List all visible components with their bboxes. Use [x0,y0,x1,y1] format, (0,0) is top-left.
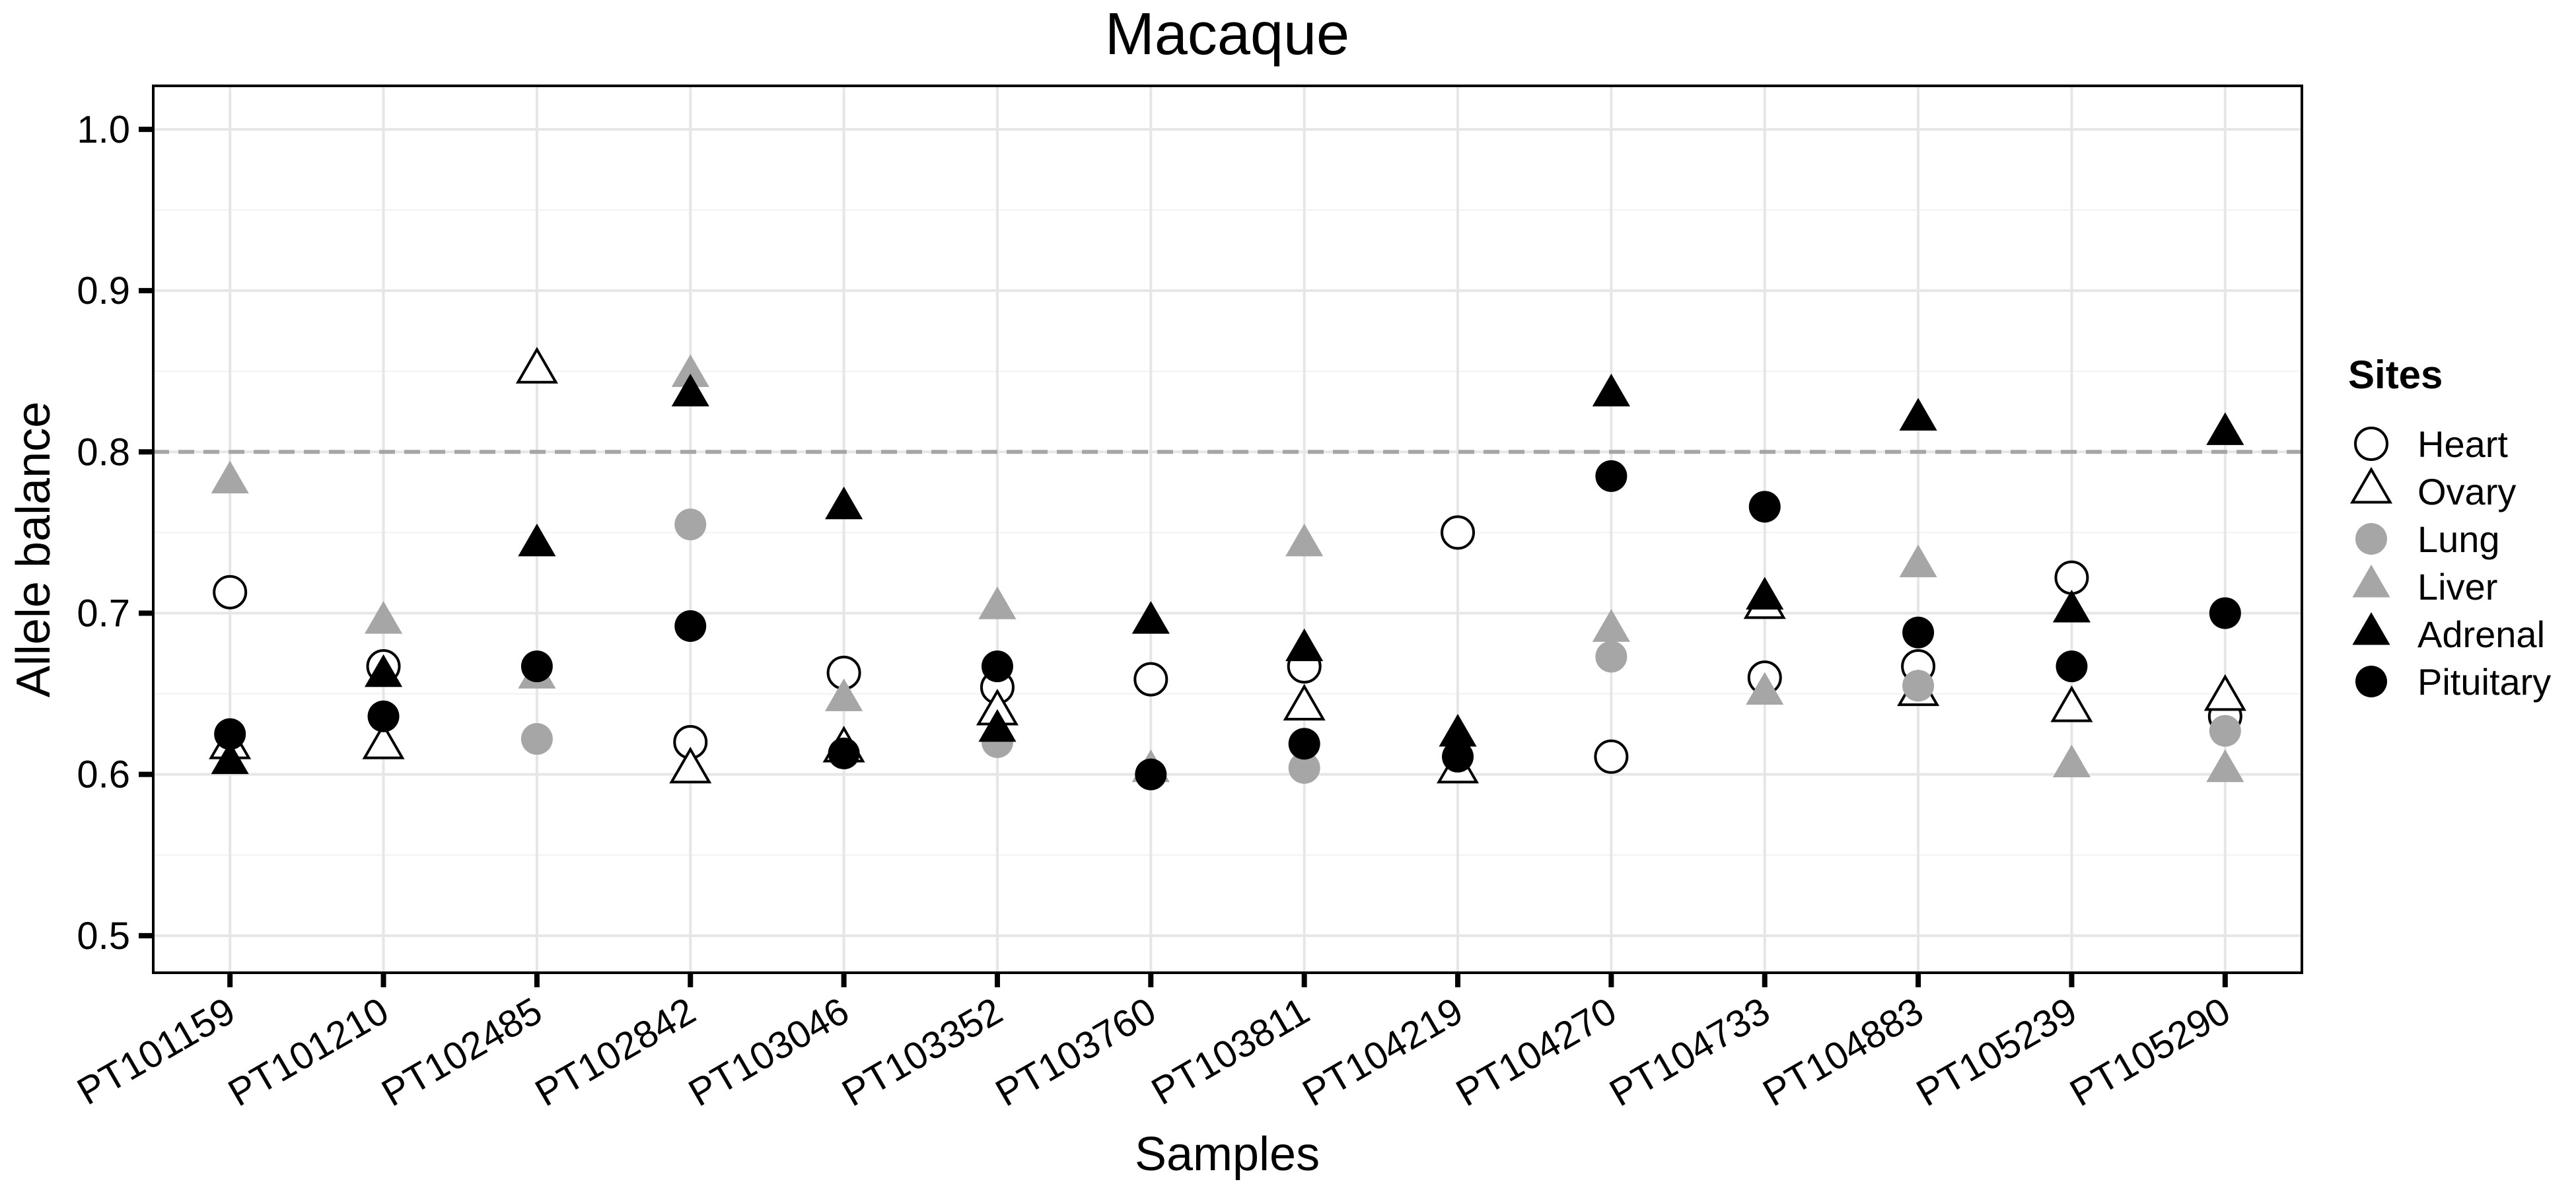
data-point [1439,714,1477,747]
data-point [2054,560,2089,595]
data-point [364,601,403,634]
data-point [515,347,558,384]
legend-label: Liver [2417,566,2497,608]
data-point [2206,412,2244,445]
y-tick-label: 1.0 [77,108,130,151]
legend: Sites Heart Ovary Lung Liver Adrenal Pituitar… [2348,353,2551,703]
legend-key [2352,612,2390,645]
data-point [1746,577,1784,610]
data-point [1283,684,1326,721]
series-adrenal [211,373,2244,775]
data-point [1133,662,1168,697]
data-point [1592,373,1630,407]
data-point [1135,758,1167,790]
data-point [214,718,246,750]
data-point [1441,515,1476,550]
data-point [1594,739,1629,774]
legend-key [2352,565,2390,598]
data-marks [209,347,2246,790]
data-point [671,354,709,388]
chart-title: Macaque [1105,1,1349,67]
data-point [1902,616,1935,649]
y-axis: 0.5 0.6 0.7 0.8 0.9 1.0 [77,108,153,958]
data-point [2050,685,2093,722]
data-point [2056,650,2088,683]
data-point [978,709,1017,742]
data-point [825,678,863,711]
data-point [364,654,403,687]
y-tick-label: 0.8 [77,431,130,473]
data-point [2203,674,2246,711]
data-point [2206,749,2244,783]
data-point [1288,752,1320,784]
plot-area [153,86,2302,973]
plot-border [152,85,2303,974]
data-point [1131,601,1170,634]
series-lung [520,508,2241,784]
data-point [1592,609,1630,642]
legend-key [2355,666,2387,697]
data-point [211,460,249,494]
data-point [1442,740,1474,773]
legend-label: Heart [2417,423,2508,465]
y-tick-label: 0.6 [77,754,130,796]
legend-key [2349,466,2393,504]
data-point [674,508,707,541]
data-point [1746,672,1784,705]
data-point [367,700,400,732]
data-point [213,575,248,610]
data-point [828,737,860,769]
legend-label: Ovary [2417,471,2516,512]
data-point [2209,597,2241,629]
data-point [978,586,1017,619]
data-point [1595,641,1628,673]
data-point [211,741,249,775]
plot-panel [152,85,2303,974]
data-point [1285,523,1324,557]
data-point [669,746,712,784]
series-pituitary [214,460,2241,790]
legend-label: Adrenal [2417,614,2545,655]
data-point [1899,544,1937,578]
x-axis-title: Samples [1135,1128,1320,1181]
data-point [1285,628,1324,662]
data-point [2052,590,2091,623]
data-point [518,523,556,557]
data-point [1595,460,1628,492]
data-point [1899,398,1937,431]
data-point [2209,715,2241,747]
data-point [1288,728,1320,760]
data-point [825,486,863,520]
y-tick-label: 0.7 [77,592,130,635]
legend-key [2355,523,2387,555]
data-point [362,722,405,759]
data-point [981,650,1013,683]
data-point [520,722,553,755]
y-tick-label: 0.9 [77,269,130,312]
data-point [674,610,707,643]
y-axis-title: Allele balance [7,402,60,697]
data-point [671,373,709,407]
data-point [2052,744,2091,777]
legend-title: Sites [2348,353,2443,397]
data-point [520,650,553,683]
data-point [1902,670,1935,702]
legend-key [2354,427,2388,461]
data-point [1748,491,1781,523]
legend-label: Pituitary [2417,661,2551,703]
legend-label: Lung [2417,518,2500,560]
y-tick-label: 0.5 [77,915,130,958]
